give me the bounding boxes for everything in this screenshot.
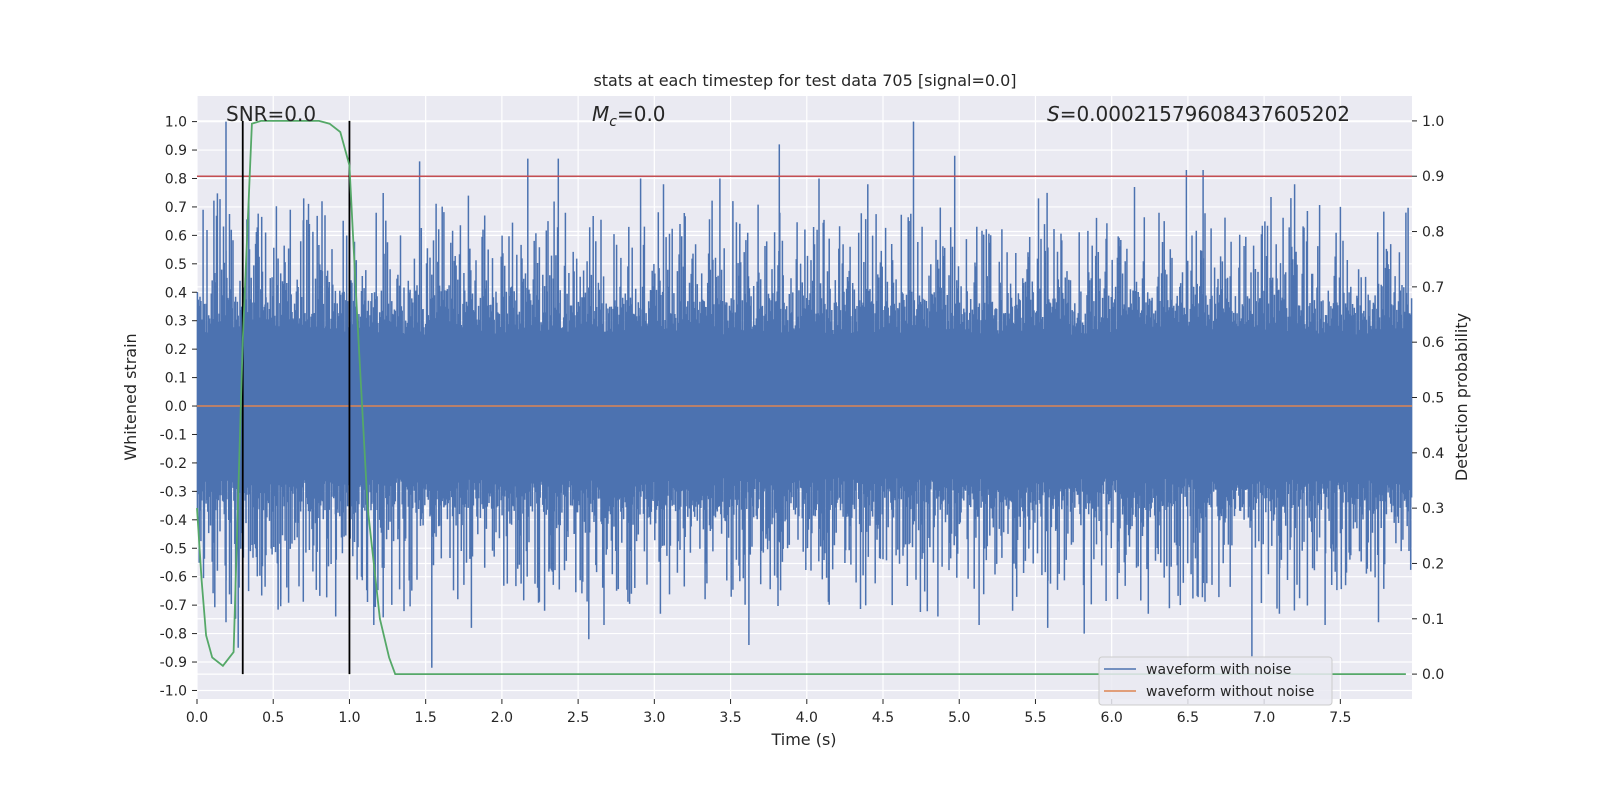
y-tick-label: 0.4 xyxy=(165,285,187,301)
x-tick-label: 3.5 xyxy=(719,710,741,726)
y2-tick-label: 0.4 xyxy=(1422,446,1444,462)
y-tick-label: -0.6 xyxy=(160,570,187,586)
legend-box xyxy=(1098,656,1333,706)
x-tick-label: 4.0 xyxy=(796,710,818,726)
mc-symbol: M xyxy=(592,102,609,126)
y-tick-label: -0.9 xyxy=(160,655,187,671)
mc-value: =0.0 xyxy=(617,102,666,126)
y2-tick-label: 0.5 xyxy=(1422,391,1444,407)
y-tick-label: 0.2 xyxy=(165,342,187,358)
y-tick-label: -0.2 xyxy=(160,456,187,472)
y2-tick-label: 0.7 xyxy=(1422,280,1444,296)
x-tick-label: 3.0 xyxy=(643,710,665,726)
x-tick-label: 1.0 xyxy=(338,710,360,726)
y-tick-label: 0.7 xyxy=(165,200,187,216)
x-tick-label: 5.0 xyxy=(948,710,970,726)
x-tick-label: 4.5 xyxy=(872,710,894,726)
y-tick-label: -0.8 xyxy=(160,627,187,643)
x-tick-label: 7.5 xyxy=(1329,710,1351,726)
x-tick-label: 0.5 xyxy=(262,710,284,726)
x-tick-label: 0.0 xyxy=(186,710,208,726)
y-tick-label: -0.4 xyxy=(160,513,187,529)
legend-label-noise: waveform with noise xyxy=(1146,662,1291,678)
y2-tick-label: 0.3 xyxy=(1422,501,1444,517)
x-tick-label: 6.5 xyxy=(1177,710,1199,726)
x-tick-label: 1.5 xyxy=(415,710,437,726)
y-tick-label: 0.9 xyxy=(165,143,187,159)
chart-title: stats at each timestep for test data 705… xyxy=(593,71,1016,90)
y-axis-label: Whitened strain xyxy=(121,333,140,460)
x-tick-label: 7.0 xyxy=(1253,710,1275,726)
y-tick-label: 0.0 xyxy=(165,399,187,415)
y-tick-label: 1.0 xyxy=(165,115,187,131)
overlay-lines xyxy=(196,120,1412,675)
y-tick-label: 0.8 xyxy=(165,171,187,187)
s-symbol: S xyxy=(1047,102,1060,126)
y2-axis-label: Detection probability xyxy=(1452,313,1471,481)
y-tick-label: -0.3 xyxy=(160,484,187,500)
x-axis-label: Time (s) xyxy=(770,730,836,749)
detection-probability-line xyxy=(196,120,1406,675)
y-tick-label: 0.3 xyxy=(165,314,187,330)
s-annotation: S=0.00021579608437605202 xyxy=(1047,102,1350,126)
y-tick-label: -1.0 xyxy=(160,683,187,699)
y-tick-label: -0.7 xyxy=(160,598,187,614)
y-tick-label: 0.1 xyxy=(165,371,187,387)
y2-tick-label: 0.8 xyxy=(1422,225,1444,241)
legend: waveform with noise waveform without noi… xyxy=(1098,656,1333,706)
mc-annotation: Mc=0.0 xyxy=(592,102,666,130)
y2-tick-label: 1.0 xyxy=(1422,114,1444,130)
y-tick-label: -0.5 xyxy=(160,541,187,557)
y-tick-label: 0.5 xyxy=(165,257,187,273)
legend-label-clean: waveform without noise xyxy=(1146,684,1314,700)
y2-tick-label: 0.0 xyxy=(1422,667,1444,683)
x-tick-label: 2.5 xyxy=(567,710,589,726)
y2-tick-label: 0.9 xyxy=(1422,169,1444,185)
s-value: =0.00021579608437605202 xyxy=(1060,102,1350,126)
y2-tick-label: 0.1 xyxy=(1422,612,1444,628)
mc-subscript: c xyxy=(609,114,617,130)
x-tick-label: 6.0 xyxy=(1101,710,1123,726)
y-tick-label: 0.6 xyxy=(165,228,187,244)
y2-tick-label: 0.2 xyxy=(1422,556,1444,572)
y-tick-label: -0.1 xyxy=(160,427,187,443)
x-tick-label: 2.0 xyxy=(491,710,513,726)
x-tick-label: 5.5 xyxy=(1024,710,1046,726)
tick-labels: 0.0 0.5 1.0 1.5 2.0 2.5 3.0 3.5 4.0 4.5 5.0 5.5 6.0 6… xyxy=(160,114,1445,726)
snr-annotation: SNR=0.0 xyxy=(226,102,316,126)
y2-tick-label: 0.6 xyxy=(1422,335,1444,351)
